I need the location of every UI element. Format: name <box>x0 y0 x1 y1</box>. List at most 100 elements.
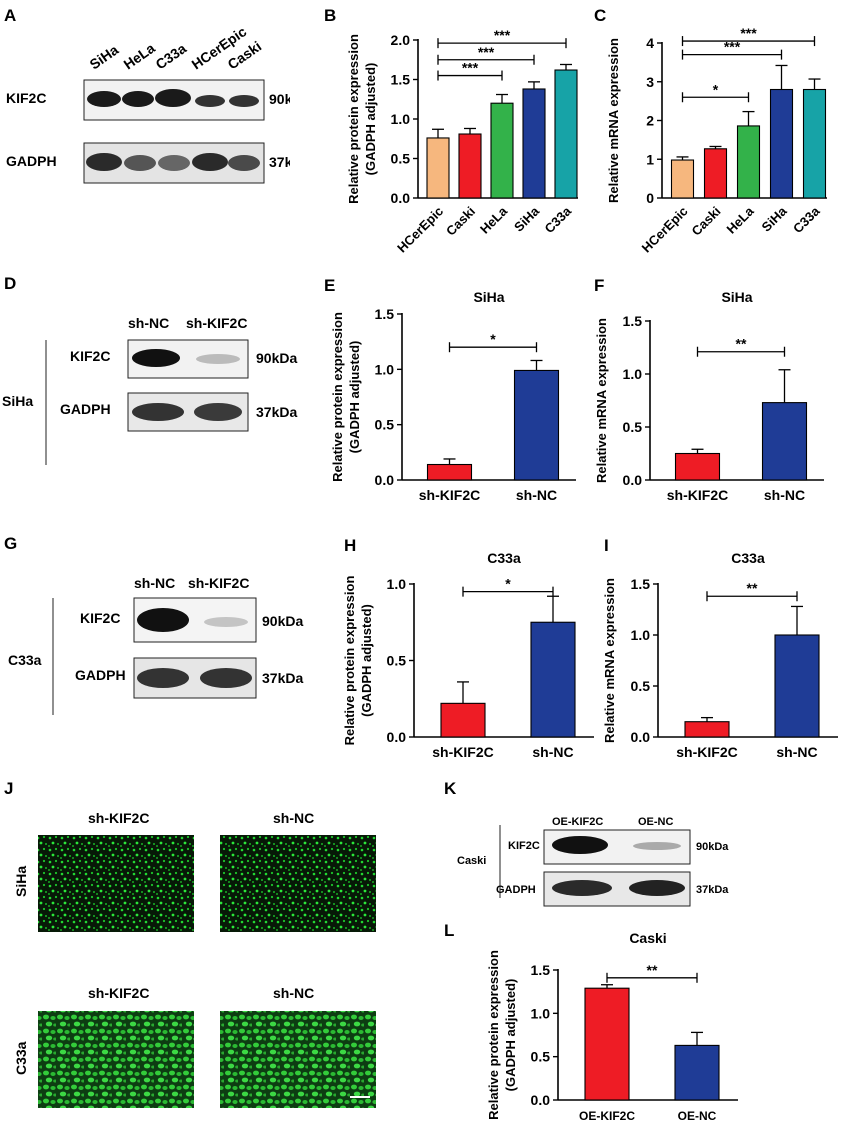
lane-label: HeLa <box>121 40 158 73</box>
bar <box>458 133 482 199</box>
y-tick-label: 0.0 <box>531 1092 551 1108</box>
significance-label: ** <box>647 962 658 978</box>
bar-chart-l: L Caski 0.0 0.5 1.0 1.5 Relative protein expre… <box>444 921 738 1123</box>
y-axis-label-line: (GADPH adjusted) <box>359 604 374 717</box>
y-axis-label: Relative protein expression (GADPH adjust… <box>346 34 378 204</box>
blot-band <box>158 155 190 171</box>
x-tick-label: OE-NC <box>678 1109 717 1123</box>
bar <box>674 452 721 481</box>
bar <box>584 987 630 1101</box>
bar <box>703 148 728 199</box>
x-tick-label: sh-NC <box>532 744 573 760</box>
x-tick-label: C33a <box>542 203 575 236</box>
blot-band <box>629 880 685 896</box>
row-label: SiHa <box>13 866 29 897</box>
blot-panel-k: K OE-KIF2C OE-NC Caski KIF2C 90kDa GADPH… <box>444 779 729 907</box>
x-tick-label: SiHa <box>759 203 791 235</box>
y-tick-label: 0.0 <box>391 190 411 206</box>
panel-letter: L <box>444 921 454 940</box>
y-tick-label: 1.5 <box>531 962 551 978</box>
significance-label: *** <box>724 39 741 55</box>
bar <box>513 369 560 481</box>
significance-label: ** <box>747 580 758 596</box>
blot-band <box>137 608 189 632</box>
lane-label: sh-NC <box>134 575 175 591</box>
blot-band <box>87 91 121 107</box>
significance-label: *** <box>740 25 757 41</box>
y-tick-label: 1.0 <box>387 576 407 592</box>
column-label: sh-KIF2C <box>88 985 149 1001</box>
fluorescence-image <box>220 1011 376 1108</box>
x-tick-label: C33a <box>790 203 823 236</box>
blot-band <box>132 403 184 421</box>
protein-label: KIF2C <box>508 840 540 852</box>
lane-label: sh-KIF2C <box>188 575 249 591</box>
significance-label: *** <box>478 44 495 60</box>
x-tick-label: sh-KIF2C <box>667 487 728 503</box>
panel-letter: C <box>594 6 606 25</box>
y-axis-label-line: Relative mRNA expression <box>606 38 621 203</box>
panel-letter-a: A <box>4 6 16 25</box>
significance-label: *** <box>494 27 511 43</box>
band-size-label: 90kDa <box>262 613 303 629</box>
y-axis-label: Relative protein expression (GADPH adjust… <box>342 576 374 746</box>
y-axis-label: Relative mRNA expression <box>594 318 609 483</box>
band-size-label: 37kDa <box>256 404 297 420</box>
fluorescence-image <box>38 1011 194 1108</box>
y-axis-label-line: Relative protein expression <box>346 34 361 204</box>
y-tick-label: 0.5 <box>375 417 395 433</box>
chart-title: SiHa <box>721 289 752 305</box>
band-size-label: 37kDa <box>696 884 729 896</box>
band-size-label: 90kDa <box>696 841 729 853</box>
blot-panel-a: A SiHa HeLa C33a HCerEpic Caski KIF2C 90… <box>4 6 290 184</box>
blot-band <box>552 836 608 854</box>
y-tick-label: 4 <box>646 35 654 51</box>
blot-band <box>229 95 259 107</box>
y-tick-label: 1.0 <box>375 361 395 377</box>
lane-label: OE-KIF2C <box>552 816 603 828</box>
protein-label: KIF2C <box>70 348 110 364</box>
fluorescence-panel-j: J sh-KIF2C sh-NC SiHa sh-KIF2C sh-NC C33… <box>4 779 376 1108</box>
bar-chart-b: B 0.0 0.5 1.0 1.5 2.0 Relative protein express… <box>324 6 578 256</box>
y-tick-label: 1.5 <box>391 72 411 88</box>
blot-band <box>200 668 252 688</box>
blot-band <box>633 842 681 850</box>
blot-panel-d: D sh-NC sh-KIF2C SiHa KIF2C 90kDa GADPH … <box>2 274 297 465</box>
x-tick-label: sh-KIF2C <box>419 487 480 503</box>
bar <box>670 159 695 199</box>
y-axis-label-line: (GADPH adjusted) <box>363 63 378 176</box>
x-tick-label: HeLa <box>724 203 758 237</box>
y-tick-label: 0.5 <box>631 678 651 694</box>
chart-title: C33a <box>731 550 765 566</box>
band-size-label: 37kDa <box>269 154 290 170</box>
y-tick-label: 0.5 <box>623 419 643 435</box>
y-tick-label: 2 <box>646 113 654 129</box>
y-axis-label-line: Relative protein expression <box>342 576 357 746</box>
bar <box>440 702 486 738</box>
blot-band <box>196 354 240 364</box>
lane-label: C33a <box>153 40 190 72</box>
bar <box>761 402 808 481</box>
lane-label: sh-NC <box>128 315 169 331</box>
blot-band <box>204 617 248 627</box>
x-tick-label: sh-KIF2C <box>432 744 493 760</box>
protein-label: GADPH <box>496 884 536 896</box>
bar <box>674 1044 720 1101</box>
blot-panel-g: G sh-NC sh-KIF2C C33a KIF2C 90kDa GADPH … <box>4 534 303 715</box>
x-tick-label: HCerEpic <box>394 204 446 256</box>
panel-letter: F <box>594 276 604 295</box>
significance-label: * <box>490 331 496 347</box>
significance-label: *** <box>462 60 479 76</box>
bar-chart-f: F SiHa 0.0 0.5 1.0 1.5 Relative mRNA expressio… <box>594 276 824 503</box>
bar <box>802 88 827 199</box>
y-tick-label: 0.0 <box>387 729 407 745</box>
y-tick-label: 1.5 <box>623 313 643 329</box>
x-tick-label: Caski <box>443 204 478 239</box>
panel-letter: H <box>344 536 356 555</box>
y-axis-label: Relative mRNA expression <box>602 578 617 743</box>
y-tick-label: 0.5 <box>387 653 407 669</box>
panel-letter: I <box>604 536 609 555</box>
blot-band <box>155 89 191 107</box>
bar-chart-h: H C33a 0.0 0.5 1.0 Relative protein expressio… <box>342 536 594 760</box>
y-tick-label: 0.5 <box>531 1049 551 1065</box>
